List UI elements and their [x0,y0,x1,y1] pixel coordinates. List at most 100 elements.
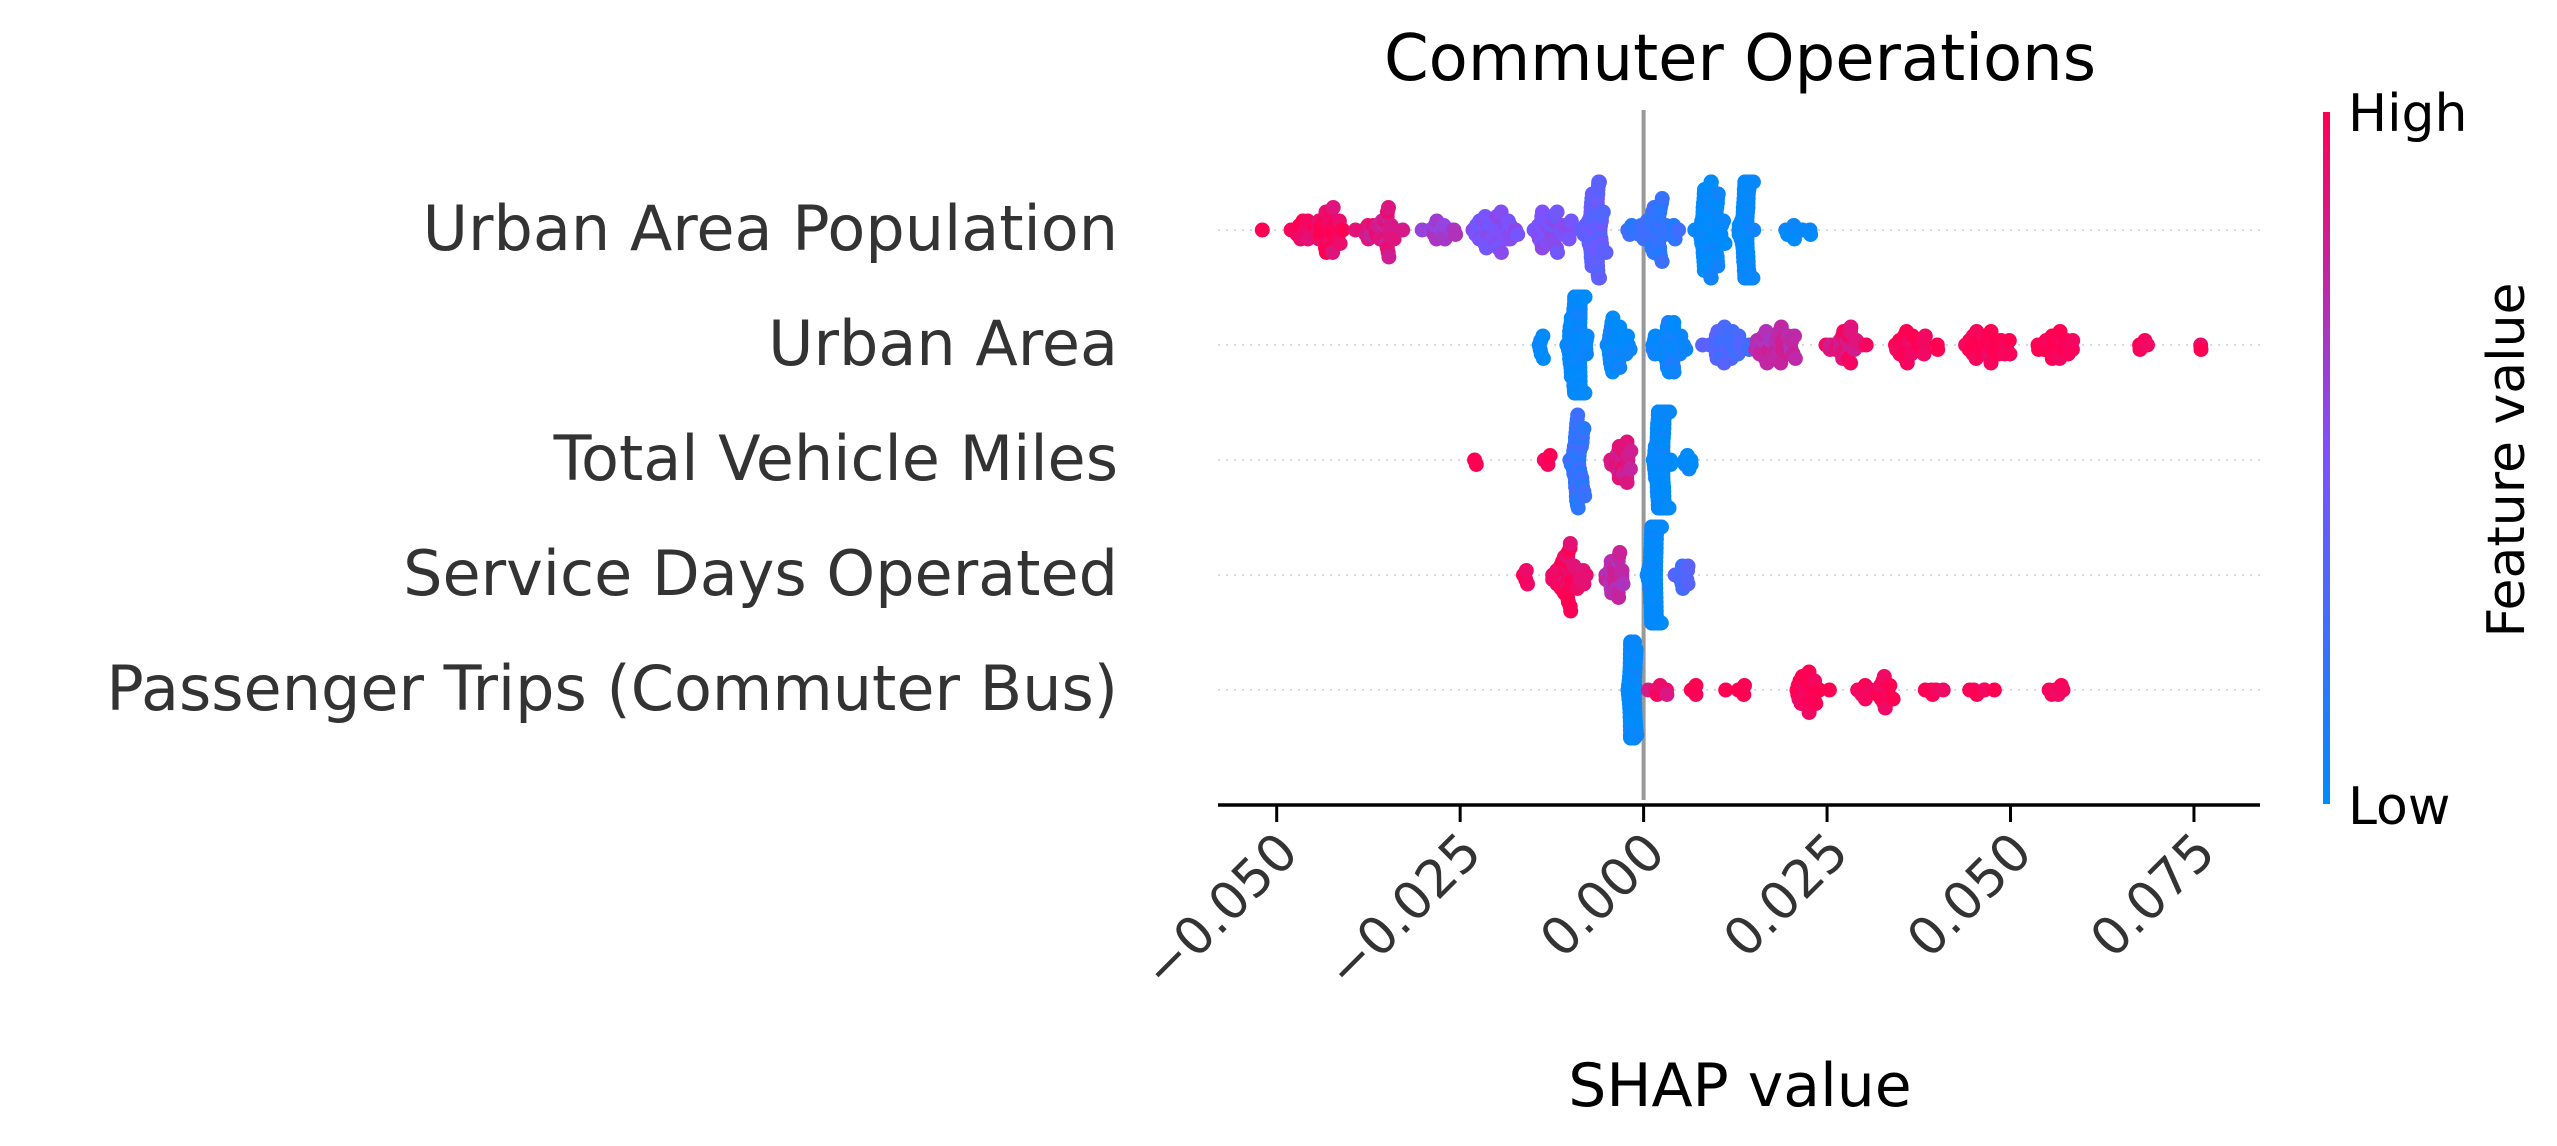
shap-point [1254,222,1270,238]
shap-point [1680,558,1696,574]
x-tick-label: 0.000 [1529,822,1677,970]
shap-point [1562,536,1578,551]
shap-point [1661,500,1677,516]
shap-point [1563,603,1579,619]
shap-point [1710,258,1726,274]
shap-point [1448,227,1464,242]
shap-point [1737,678,1752,693]
shap-point [1332,236,1348,251]
shap-point [1843,355,1859,371]
shap-point [1663,457,1679,472]
shap-point [1395,222,1411,238]
shap-point [1615,576,1631,592]
shap-point [1710,186,1726,202]
colorbar: High Low Feature value [2323,84,2537,837]
shap-point [1654,519,1669,535]
shap-point [2193,342,2209,357]
shap-point [1986,682,2002,698]
shap-point [1821,682,1837,698]
shap-point [1520,576,1535,592]
feature-label: Urban Area Population [423,192,1118,265]
shap-point [1612,360,1628,375]
x-tick-label: 0.050 [1896,822,2044,970]
shap-point [1680,576,1696,592]
shap-point [1654,254,1670,269]
shap-point [1468,457,1484,472]
feature-label: Urban Area [768,307,1118,380]
shap-point [1578,346,1594,362]
shap-point [1595,204,1611,220]
shap-point [1578,567,1594,583]
shap-point [1671,222,1687,238]
shap-point [1570,407,1586,423]
shap-point [1591,174,1607,190]
shap-point [1688,678,1704,693]
shap-point [1659,687,1675,702]
shap-point [1653,615,1669,631]
shap-point [1666,364,1682,380]
x-tick-label: 0.075 [2079,822,2227,970]
shap-point [1745,174,1761,190]
shap-point [1535,351,1551,366]
x-tick-label: −0.050 [1131,822,1310,1001]
shap-point [1619,475,1635,490]
shap-point [1917,328,1933,344]
shap-point [1383,218,1399,233]
shap-point [1493,245,1509,260]
shap-point [1598,245,1614,260]
x-tick-label: −0.025 [1315,822,1494,1001]
shap-point [1678,342,1694,357]
shap-point [1622,461,1638,477]
shap-point [1563,213,1579,229]
shap-point [2001,333,2017,348]
shap-point [1550,245,1565,260]
shap-point [1592,270,1607,286]
shap-point [1662,404,1677,420]
shap-point [1577,488,1593,504]
shap-point [1611,590,1627,605]
shap-point [1549,204,1565,220]
shap-point [1325,200,1341,215]
shap-point [1614,563,1630,578]
shap-point [1882,678,1898,693]
shap-point [1381,249,1397,265]
shap-point [1885,691,1901,707]
shap-point [1561,231,1577,247]
shap-point [1843,319,1859,335]
shap-point [1335,222,1351,238]
shap-point [1577,385,1593,401]
shap-point [1718,682,1734,698]
shap-point [1930,342,1946,357]
shap-point [1576,421,1592,436]
colorbar-gradient [2323,112,2330,804]
shap-point [1858,337,1874,353]
shap-point [1916,346,1932,362]
shap-point [1622,342,1638,357]
data-points [1254,174,2209,746]
shap-point [1683,457,1699,472]
shap-point [2140,337,2155,353]
row-gridlines [1218,229,2260,691]
shap-point [1579,328,1595,344]
shap-point [1703,270,1719,286]
shap-point [1628,642,1644,657]
shap-point [1518,563,1534,578]
shap-point [2055,682,2071,698]
colorbar-low-label: Low [2348,777,2450,837]
chart-title: Commuter Operations [1384,22,2096,96]
shap-point [1654,191,1670,206]
x-axis-label: SHAP value [1568,1051,1911,1121]
shap-point [1629,727,1645,743]
x-axis-ticks: −0.050 −0.025 0.000 0.025 0.050 0.075 [1131,805,2227,1000]
colorbar-high-label: High [2348,84,2468,144]
shap-point [1542,448,1558,463]
shap-point [1666,315,1682,330]
feature-label: Total Vehicle Miles [553,422,1118,495]
shap-point [1381,200,1396,215]
shap-point [1577,289,1593,305]
x-tick-label: 0.025 [1713,822,1861,970]
shap-point [1510,227,1526,242]
shap-point [1746,222,1762,238]
shap-point [1787,328,1802,344]
